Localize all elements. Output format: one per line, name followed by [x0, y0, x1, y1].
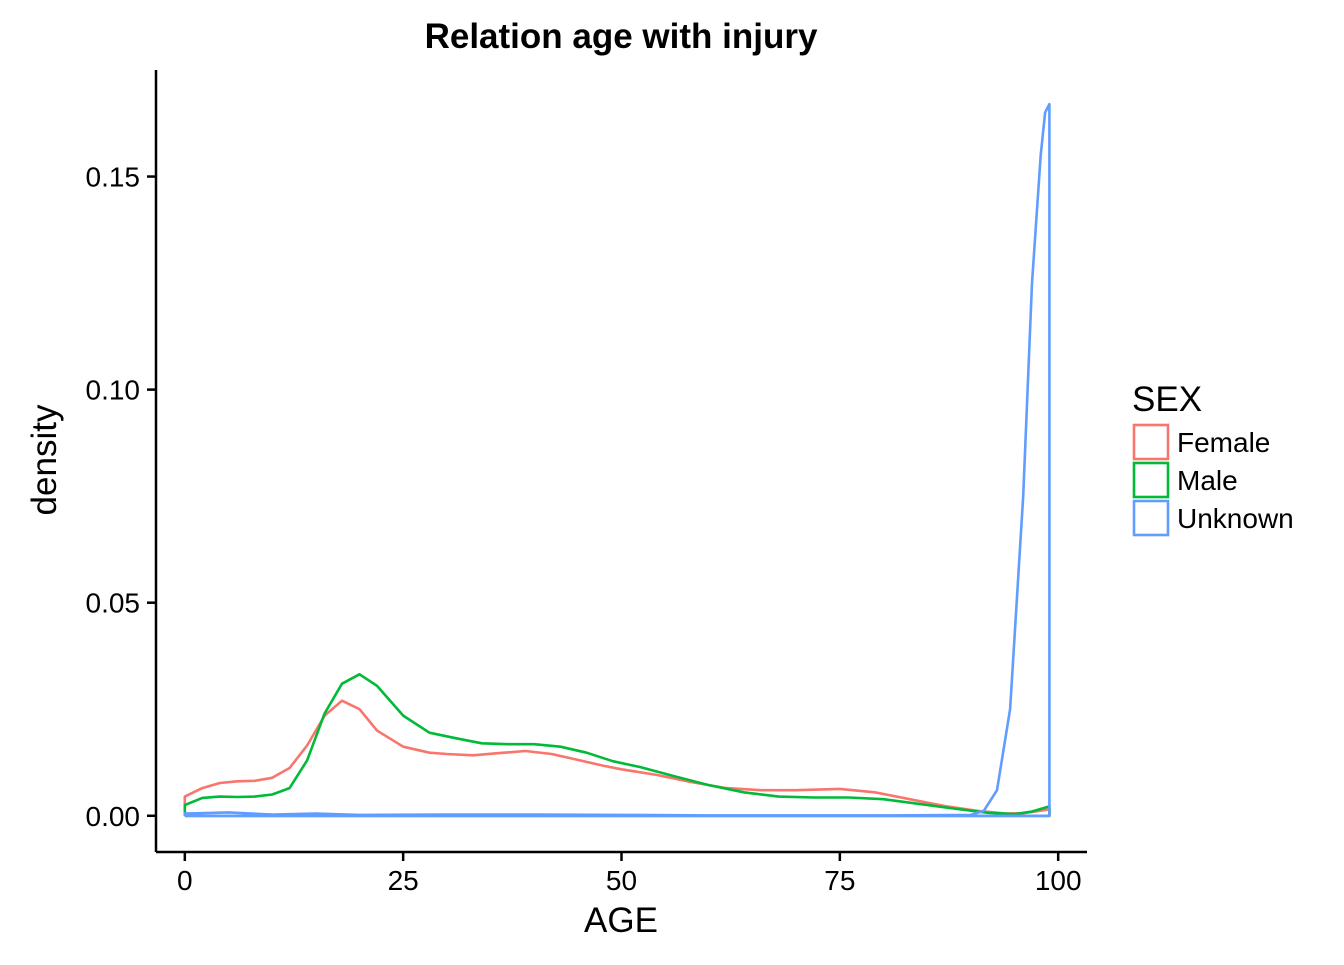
x-tick-label: 25: [388, 865, 419, 896]
x-tick-label: 75: [824, 865, 855, 896]
density-line-male: [183, 672, 1051, 818]
legend-key-unknown: [1132, 499, 1170, 537]
y-axis-title: density: [25, 404, 64, 515]
density-line-unknown: [183, 102, 1051, 818]
legend-label-male: Male: [1177, 465, 1238, 496]
y-tick-label: 0.00: [86, 801, 141, 832]
x-axis-ticks: 0 25 50 75 100: [177, 852, 1082, 896]
y-tick-label: 0.10: [86, 375, 141, 406]
x-tick-label: 50: [606, 865, 637, 896]
legend-label-unknown: Unknown: [1177, 503, 1294, 534]
y-tick-label: 0.15: [86, 162, 141, 193]
legend-title: SEX: [1132, 380, 1202, 419]
legend: SEX Female Male Unknown: [1132, 380, 1294, 537]
legend-label-female: Female: [1177, 427, 1270, 458]
x-axis-title: AGE: [584, 901, 658, 940]
legend-key-female: [1132, 423, 1170, 461]
legend-items: Female Male Unknown: [1132, 423, 1294, 537]
y-tick-label: 0.05: [86, 588, 141, 619]
x-tick-label: 0: [177, 865, 193, 896]
y-axis-ticks: 0.00 0.05 0.10 0.15: [86, 162, 156, 832]
density-series: [183, 102, 1051, 818]
legend-key-male: [1132, 461, 1170, 499]
x-tick-label: 100: [1035, 865, 1082, 896]
density-line-female: [183, 699, 1051, 818]
chart-title: Relation age with injury: [425, 17, 818, 56]
